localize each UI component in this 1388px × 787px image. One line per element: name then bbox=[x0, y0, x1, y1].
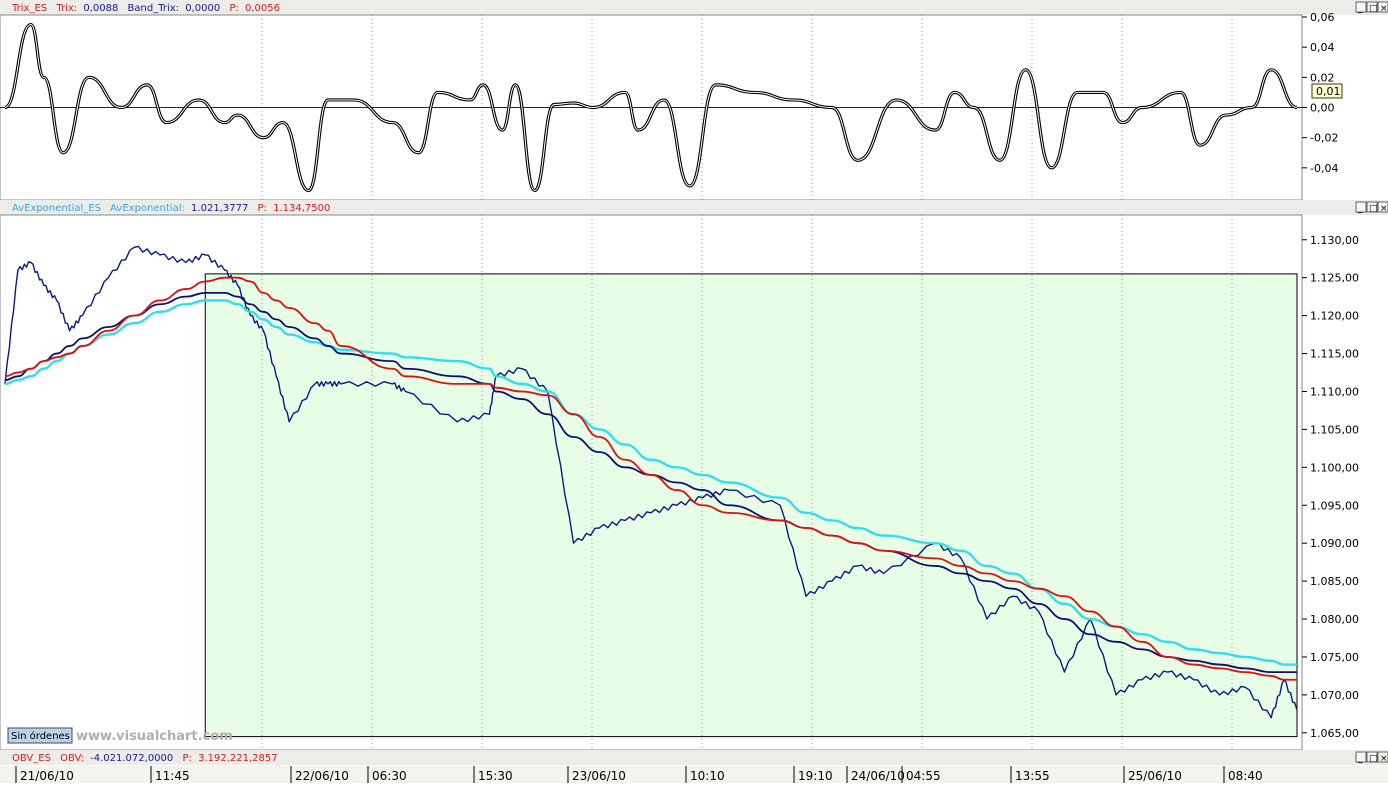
window-button-glyph: × bbox=[1380, 754, 1388, 764]
obv-p-value: 3.192.221,2857 bbox=[198, 753, 278, 764]
x-tick-label: 13:55 bbox=[1015, 769, 1050, 783]
trix-value: 0,0088 bbox=[83, 3, 118, 14]
price-y-tick-label: 1.125,00 bbox=[1310, 272, 1359, 285]
shaded-region bbox=[204, 273, 1298, 738]
av-value: 1.021,3777 bbox=[191, 203, 248, 214]
price-window-buttons: _ □ × bbox=[1355, 201, 1388, 214]
trix-y-tick-label: 0,02 bbox=[1310, 71, 1335, 84]
x-tick-label: 08:40 bbox=[1228, 769, 1263, 783]
sin-ordenes-button[interactable] bbox=[7, 727, 73, 744]
svg-text:AvExponential_ES AvExpon: AvExponential_ES AvExponential: 1.021,37… bbox=[12, 203, 330, 214]
window-button[interactable] bbox=[1377, 201, 1388, 213]
svg-text:OBV_ES OBV: -4.021: OBV_ES OBV: -4.021.072,0000 P: 3.192.221… bbox=[12, 753, 278, 764]
price-panel: AvExponential_ES AvExponential: 1.021,37… bbox=[0, 200, 1388, 751]
window-button-glyph: □ bbox=[1369, 4, 1378, 14]
price-y-axis: 1.130,00 1.125,00 1.120,00 1.115,00 1.110,00… bbox=[1302, 234, 1359, 740]
x-tick-label: 11:45 bbox=[155, 769, 190, 783]
x-tick-label: 19:10 bbox=[798, 769, 833, 783]
x-tick-label: 06:30 bbox=[372, 769, 407, 783]
trix-current-marker: 0,01 bbox=[1316, 85, 1341, 98]
window-button[interactable] bbox=[1355, 201, 1367, 213]
price-y-tick-label: 1.090,00 bbox=[1310, 537, 1359, 550]
window-button[interactable] bbox=[1366, 1, 1378, 13]
window-button[interactable] bbox=[1377, 1, 1388, 13]
price-y-tick-label: 1.065,00 bbox=[1310, 727, 1359, 740]
trix-series-name: Trix_ES bbox=[11, 3, 47, 14]
window-button-glyph: □ bbox=[1369, 204, 1378, 214]
obv-p-label: P: bbox=[182, 753, 191, 764]
price-y-tick-label: 1.100,00 bbox=[1310, 461, 1359, 474]
x-tick-label: 25/06/10 bbox=[1128, 769, 1182, 783]
obv-value: -4.021.072,0000 bbox=[90, 753, 173, 764]
trix-header bbox=[0, 0, 1388, 15]
ema-red-line bbox=[4, 276, 1297, 681]
trix-y-tick-label: 0,06 bbox=[1310, 11, 1335, 24]
x-tick-label: 23/06/10 bbox=[572, 769, 626, 783]
price-y-tick-label: 1.105,00 bbox=[1310, 423, 1359, 436]
trix-label: Trix: bbox=[55, 3, 77, 14]
obv-label: OBV: bbox=[60, 753, 84, 764]
trix-p-value: 0,0056 bbox=[245, 3, 280, 14]
obv-header bbox=[0, 750, 1388, 765]
window-button-glyph: _ bbox=[1357, 754, 1363, 764]
trix-y-axis: 0,06 0,04 0,02 0,00 -0,02 -0,04 bbox=[1302, 11, 1338, 175]
trix-window-buttons: _ □ × bbox=[1355, 1, 1388, 14]
window-button-glyph: × bbox=[1380, 204, 1388, 214]
x-tick-label: 10:10 bbox=[690, 769, 725, 783]
price-series-name: AvExponential_ES bbox=[12, 203, 101, 214]
ema-cyan-line bbox=[4, 299, 1297, 666]
obv-series-name: OBV_ES bbox=[12, 753, 51, 764]
price-y-tick-label: 1.085,00 bbox=[1310, 575, 1359, 588]
window-button[interactable] bbox=[1366, 201, 1378, 213]
window-button[interactable] bbox=[1355, 1, 1367, 13]
svg-text:Trix_ES Trix: 0,00: Trix_ES Trix: 0,0088 Band_Trix: 0,0000 P… bbox=[11, 3, 280, 14]
price-y-tick-label: 1.110,00 bbox=[1310, 385, 1359, 398]
price-y-tick-label: 1.070,00 bbox=[1310, 689, 1359, 702]
window-button[interactable] bbox=[1355, 751, 1367, 763]
ema-navy-line bbox=[4, 291, 1297, 674]
trix-current-marker-box bbox=[1311, 83, 1343, 99]
band-trix-label: Band_Trix: bbox=[128, 3, 180, 14]
window-button[interactable] bbox=[1366, 751, 1378, 763]
av-label: AvExponential: bbox=[110, 203, 185, 214]
window-button-glyph: □ bbox=[1369, 754, 1378, 764]
obv-panel: OBV_ES OBV: -4.021.072,0000 P: 3.192.221… bbox=[0, 750, 1388, 765]
price-y-tick-label: 1.095,00 bbox=[1310, 499, 1359, 512]
price-header bbox=[0, 200, 1388, 215]
obv-window-buttons: _ □ × bbox=[1355, 751, 1388, 764]
x-axis: 21/06/10 11:45 22/06/10 06:30 15:30 23/06/10 1… bbox=[0, 766, 1388, 783]
price-p-label: P: bbox=[258, 203, 267, 214]
x-tick-label: 21/06/10 bbox=[20, 769, 74, 783]
window-button-glyph: × bbox=[1380, 4, 1388, 14]
trix-p-label: P: bbox=[229, 3, 238, 14]
price-y-tick-label: 1.075,00 bbox=[1310, 651, 1359, 664]
price-y-tick-label: 1.115,00 bbox=[1310, 348, 1359, 361]
price-y-tick-label: 1.120,00 bbox=[1310, 310, 1359, 323]
window-button-glyph: _ bbox=[1357, 4, 1363, 14]
price-series-line bbox=[4, 245, 1298, 719]
window-button[interactable] bbox=[1377, 751, 1388, 763]
watermark: www.visualchart.com bbox=[76, 729, 233, 744]
x-tick-label: 15:30 bbox=[478, 769, 513, 783]
window-button-glyph: _ bbox=[1357, 204, 1363, 214]
price-y-tick-label: 1.130,00 bbox=[1310, 234, 1359, 247]
x-tick-label: 24/06/10 bbox=[851, 769, 905, 783]
x-tick-label: 22/06/10 bbox=[295, 769, 349, 783]
trix-y-tick-label: 0,00 bbox=[1310, 102, 1335, 115]
x-tick-label: 04:55 bbox=[906, 769, 941, 783]
trix-y-tick-label: -0,04 bbox=[1310, 162, 1338, 175]
price-p-value: 1.134,7500 bbox=[273, 203, 330, 214]
trix-series-inner bbox=[4, 24, 1298, 191]
price-y-tick-label: 1.080,00 bbox=[1310, 613, 1359, 626]
trix-y-tick-label: -0,02 bbox=[1310, 132, 1338, 145]
band-trix-value: 0,0000 bbox=[185, 3, 220, 14]
trix-y-tick-label: 0,04 bbox=[1310, 41, 1335, 54]
sin-ordenes-label: Sin órdenes bbox=[11, 730, 70, 742]
